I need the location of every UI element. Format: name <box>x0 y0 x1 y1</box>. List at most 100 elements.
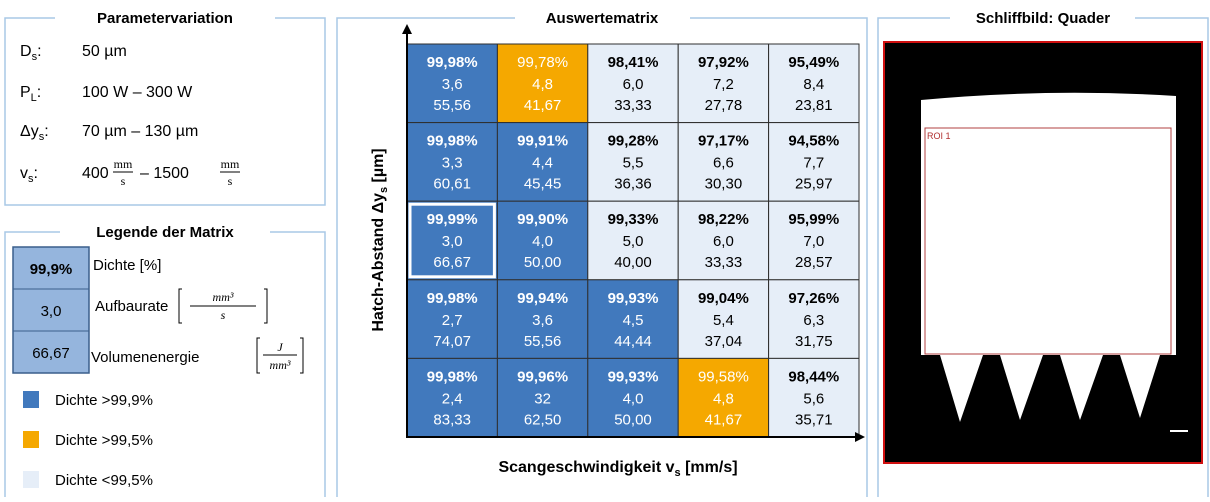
unit-den: s <box>221 308 226 322</box>
cell-rate: 8,4 <box>803 76 824 93</box>
legend-label: Dichte [%] <box>93 257 161 274</box>
arrow-head <box>402 24 412 34</box>
param-value: 70 µm – 130 µm <box>82 123 198 140</box>
cell-density: 99,93% <box>608 290 659 307</box>
unit-den: mm³ <box>270 358 291 372</box>
cell-rate: 4,0 <box>623 390 644 407</box>
page: Parametervariation Ds: 50 µm PL: 100 W –… <box>0 0 1210 497</box>
cell-density: 99,91% <box>517 133 568 150</box>
unit-den: s <box>228 174 233 188</box>
cell-rate: 4,4 <box>532 155 553 172</box>
param-symbol: PL: <box>20 84 41 104</box>
cell-density: 99,58% <box>698 368 749 385</box>
cell-rate: 4,8 <box>532 76 553 93</box>
cell-density: 97,26% <box>788 290 839 307</box>
param-value: 400 <box>82 165 109 182</box>
cell-energy: 50,00 <box>524 254 562 271</box>
cell-energy: 41,67 <box>524 97 562 114</box>
cell-energy: 35,71 <box>795 411 833 428</box>
cell-rate: 6,0 <box>713 233 734 250</box>
cell-energy: 31,75 <box>795 333 833 350</box>
cell-rate: 2,4 <box>442 390 463 407</box>
cell-energy: 44,44 <box>614 333 652 350</box>
cell-density: 99,78% <box>517 54 568 71</box>
cell-rate: 6,6 <box>713 155 734 172</box>
cell-rate: 4,8 <box>713 390 734 407</box>
cell-density: 99,96% <box>517 368 568 385</box>
param-symbol: vs: <box>20 165 38 185</box>
cell-density: 99,98% <box>427 290 478 307</box>
cell-energy: 55,56 <box>524 333 562 350</box>
x-axis-label: Scangeschwindigkeit vs [mm/s] <box>498 459 737 479</box>
cell-energy: 25,97 <box>795 176 833 193</box>
param-value: – 1500 <box>140 165 189 182</box>
cell-density: 99,98% <box>427 133 478 150</box>
arrow-head <box>855 432 865 442</box>
cell-energy: 41,67 <box>705 411 743 428</box>
cell-rate: 2,7 <box>442 312 463 329</box>
cell-rate: 3,6 <box>532 312 553 329</box>
cell-density: 99,94% <box>517 290 568 307</box>
cell-energy: 23,81 <box>795 97 833 114</box>
sample-rate: 3,0 <box>41 303 62 320</box>
cell-rate: 7,7 <box>803 155 824 172</box>
micrograph-image: ROI 1 <box>884 42 1202 463</box>
cell-energy: 66,67 <box>433 254 471 271</box>
panel-title: Schliffbild: Quader <box>976 10 1110 27</box>
cell-density: 99,98% <box>427 368 478 385</box>
cell-rate: 7,0 <box>803 233 824 250</box>
y-axis-label: Hatch-Abstand Δys [µm] <box>370 148 390 331</box>
legend-label: Volumenenergie <box>91 349 199 366</box>
unit-num: mm³ <box>213 290 234 304</box>
cell-energy: 33,33 <box>705 254 743 271</box>
cell-rate: 3,3 <box>442 155 463 172</box>
cell-density: 94,58% <box>788 133 839 150</box>
cell-energy: 30,30 <box>705 176 743 193</box>
legend-items: Dichte >99,9% Dichte >99,5% Dichte <99,5% <box>23 391 153 489</box>
cell-density: 95,99% <box>788 211 839 228</box>
cell-energy: 55,56 <box>433 97 471 114</box>
cell-density: 99,28% <box>608 133 659 150</box>
cell-density: 97,92% <box>698 54 749 71</box>
legend-swatch <box>23 471 39 488</box>
cell-rate: 3,0 <box>442 233 463 250</box>
cell-energy: 83,33 <box>433 411 471 428</box>
cell-density: 99,33% <box>608 211 659 228</box>
cell-rate: 4,0 <box>532 233 553 250</box>
sample-density: 99,9% <box>30 261 73 278</box>
cell-density: 99,93% <box>608 368 659 385</box>
cell-density: 99,99% <box>427 211 478 228</box>
cell-density: 95,49% <box>788 54 839 71</box>
cell-density: 98,41% <box>608 54 659 71</box>
cell-energy: 40,00 <box>614 254 652 271</box>
cell-density: 98,44% <box>788 368 839 385</box>
cell-rate: 6,0 <box>623 76 644 93</box>
cell-energy: 27,78 <box>705 97 743 114</box>
cell-density: 99,90% <box>517 211 568 228</box>
legend-swatch <box>23 391 39 408</box>
legend-item-label: Dichte >99,9% <box>55 392 153 409</box>
legend-item-label: Dichte >99,5% <box>55 432 153 449</box>
cell-density: 99,04% <box>698 290 749 307</box>
cell-energy: 50,00 <box>614 411 652 428</box>
cell-density: 97,17% <box>698 133 749 150</box>
cell-rate: 5,0 <box>623 233 644 250</box>
panel-title: Legende der Matrix <box>96 224 234 241</box>
param-symbol: Δys: <box>20 123 49 143</box>
param-value: 100 W – 300 W <box>82 84 193 101</box>
matrix: 99,98% 3,6 55,56 99,78% 4,8 41,67 98,41% 6,0 33,… <box>407 44 859 437</box>
roi-label: ROI 1 <box>927 131 951 141</box>
parameter-list: Ds: 50 µm PL: 100 W – 300 W Δys: 70 µm –… <box>20 43 240 188</box>
cell-rate: 32 <box>534 390 551 407</box>
cell-energy: 45,45 <box>524 176 562 193</box>
panel-title: Parametervariation <box>97 10 233 27</box>
unit-num: mm <box>114 157 133 171</box>
cell-density: 99,98% <box>427 54 478 71</box>
param-value: 50 µm <box>82 43 127 60</box>
cell-density: 98,22% <box>698 211 749 228</box>
unit-num: mm <box>221 157 240 171</box>
panel-title: Auswertematrix <box>546 10 659 27</box>
cell-energy: 37,04 <box>705 333 743 350</box>
legend-item-label: Dichte <99,5% <box>55 472 153 489</box>
cell-energy: 33,33 <box>614 97 652 114</box>
